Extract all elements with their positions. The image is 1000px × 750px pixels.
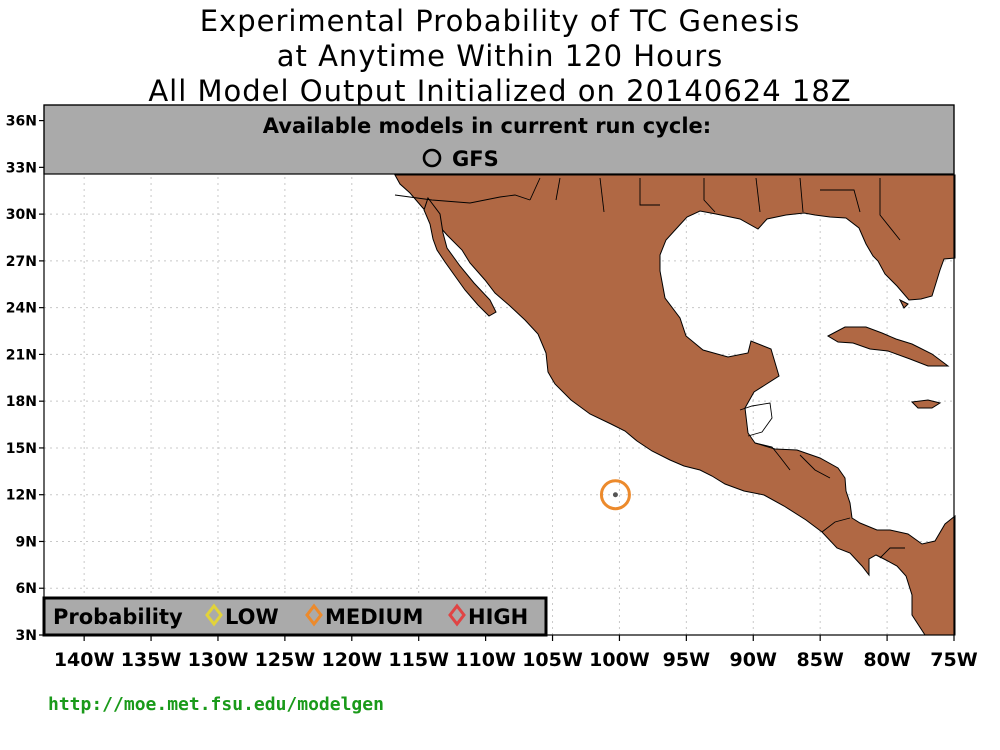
florida-keys [898,298,909,309]
lat-tick-label: 27N [6,254,37,270]
legend-items: LOW MEDIUM HIGH [205,603,528,629]
diamond-icon [205,603,223,627]
banner-heading: Available models in current run cycle: [263,114,711,138]
lon-tick-label: 90W [730,649,777,671]
lat-tick-label: 36N [6,114,37,130]
lon-tick-label: 140W [54,649,115,671]
source-url-link[interactable]: http://moe.met.fsu.edu/modelgen [48,694,384,715]
lat-tick-label: 9N [16,534,37,550]
lon-tick-label: 130W [188,649,249,671]
land-masses [394,174,956,636]
jamaica [910,399,942,409]
lat-tick-label: 6N [16,581,37,597]
lon-tick-label: 85W [796,649,843,671]
latitude-axis: 36N 33N 30N 27N 24N 21N 18N 15N 12N 9N 6N 3N [6,114,44,644]
lat-tick-label: 18N [6,394,37,410]
lon-tick-label: 100W [589,649,650,671]
banner-model-gfs: GFS [452,147,499,171]
north-america-landmass [394,174,956,636]
lon-tick-label: 105W [522,649,583,671]
legend-title: Probability [53,605,183,629]
lon-tick-label: 95W [663,649,710,671]
lon-tick-label: 110W [455,649,516,671]
baja-california [423,196,497,317]
legend-item-label: LOW [225,605,279,629]
lat-tick-label: 33N [6,160,37,176]
lon-tick-label: 75W [930,649,977,671]
legend-item-label: HIGH [468,605,528,629]
diamond-icon [448,603,466,627]
genesis-marker-circle [599,479,631,511]
lat-tick-label: 15N [6,441,37,457]
legend-item-label: MEDIUM [325,605,423,629]
lat-tick-label: 21N [6,347,37,363]
country-borders [394,177,905,559]
genesis-markers [599,479,631,511]
lon-tick-label: 115W [388,649,449,671]
lon-tick-label: 135W [121,649,182,671]
lon-tick-label: 120W [321,649,382,671]
lat-tick-label: 12N [6,488,37,504]
longitude-axis: 140W 135W 130W 125W 120W 115W 110W 105W 100W 95W 9… [54,635,978,671]
lat-tick-label: 30N [6,207,37,223]
genesis-marker-dot [612,492,618,498]
lat-tick-label: 3N [16,628,37,644]
title-line-2: at Anytime Within 120 Hours [276,39,724,73]
lat-tick-label: 24N [6,301,37,317]
models-banner [43,104,955,175]
title-line-1: Experimental Probability of TC Genesis [199,4,801,38]
lon-tick-label: 125W [255,649,316,671]
lon-tick-label: 80W [863,649,910,671]
cuba [826,326,950,367]
diamond-icon [305,603,323,627]
title-line-3: All Model Output Initialized on 20140624… [148,74,852,108]
circle-icon [422,148,442,168]
